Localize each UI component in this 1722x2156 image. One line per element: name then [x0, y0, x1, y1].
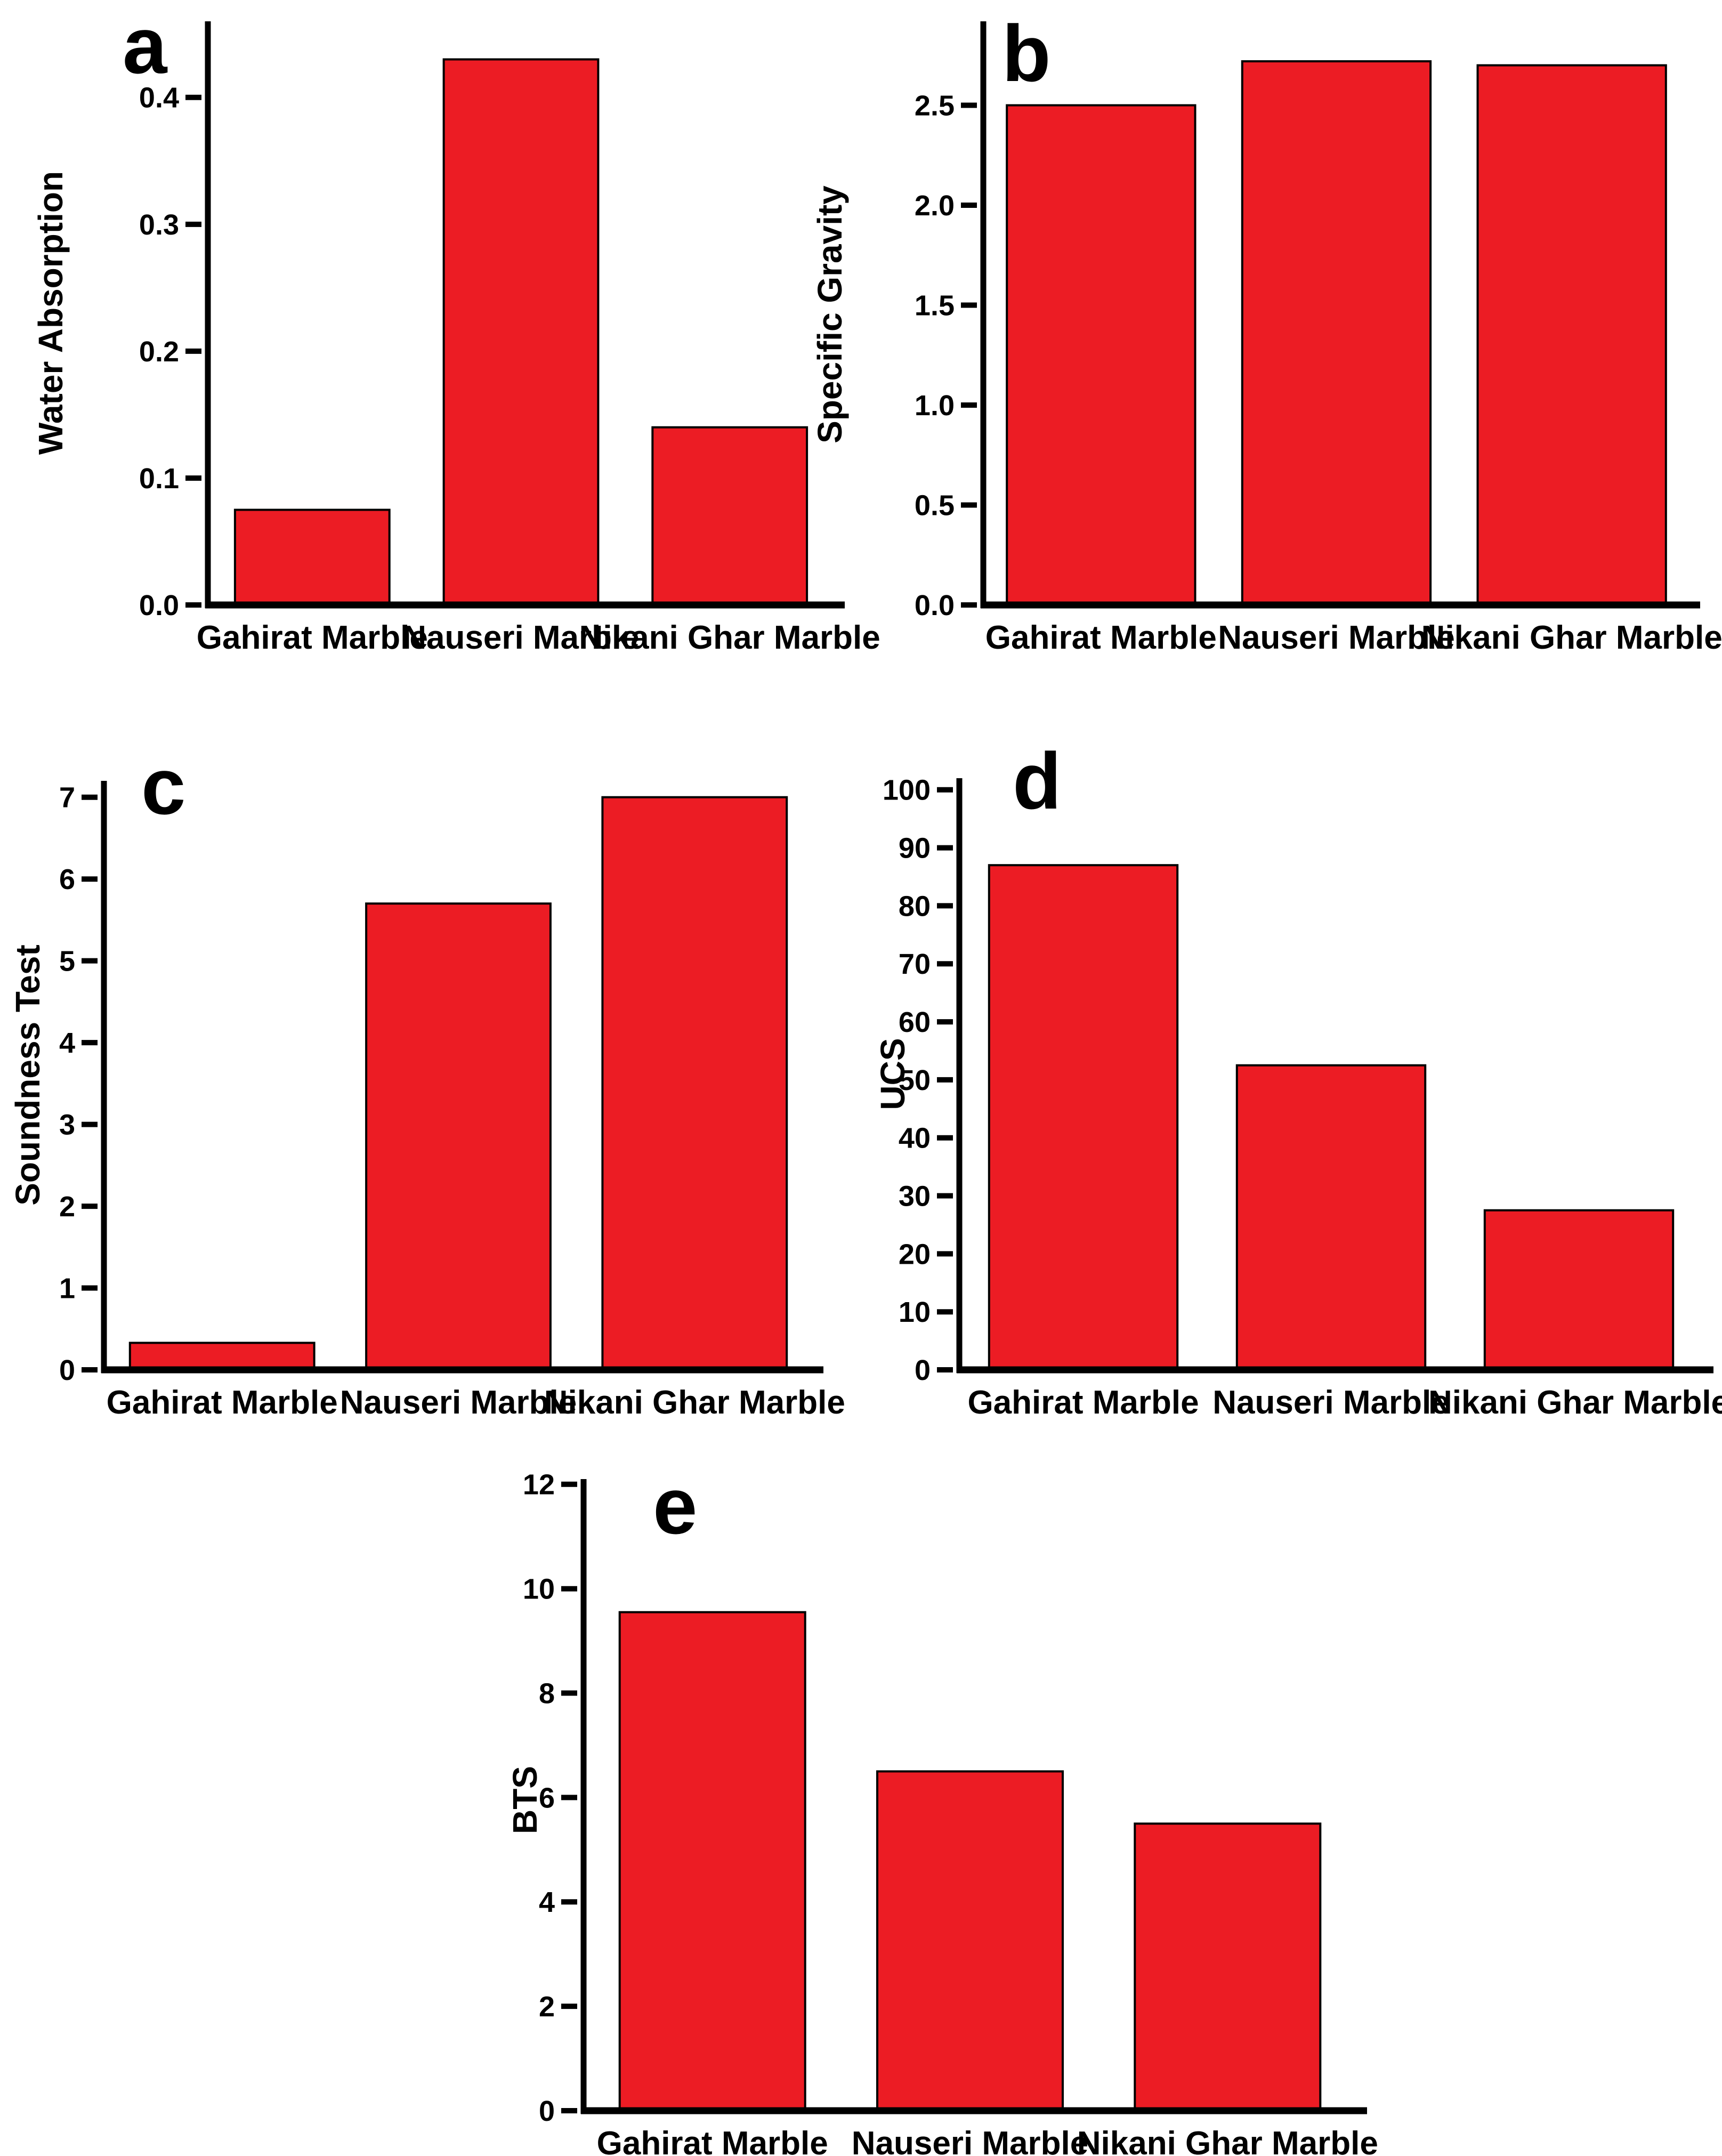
bar-nauseri-marble	[1235, 1064, 1427, 1371]
chart-panel-a: 0.0 0.1 0.2 0.3 0.4 Gahirat Marble Nauseri Mar…	[0, 0, 880, 720]
y-tick-label: 2	[539, 1991, 555, 2023]
y-tick-label: 0	[539, 2095, 555, 2127]
y-tick-label: 0.0	[915, 590, 955, 621]
category-label-gahirat-marble: Gahirat Marble	[967, 1384, 1199, 1421]
plot-e: 0 2 4 6 8 10 12 Gahirat Marble Nauseri MarbleNik…	[523, 1469, 1378, 2156]
panel-letter-e: e	[653, 1461, 697, 1551]
y-tick-label: 1	[59, 1272, 75, 1304]
y-tick-label: 90	[899, 833, 931, 865]
y-tick-label: 8	[539, 1677, 555, 1709]
bar-nikani-ghar-marble	[1476, 64, 1667, 606]
bar-nauseri-marble	[442, 58, 600, 606]
category-label-nikani-ghar-marble: Nikani Ghar Marble	[544, 1384, 845, 1421]
y-tick-label: 80	[899, 890, 931, 922]
y-tick-label: 3	[59, 1109, 75, 1141]
y-tick-label: 1.0	[915, 390, 955, 422]
plot-d: 0 10 20 30 40 50 60 70 80 90 100 Gahirat Marble Naus…	[883, 774, 1722, 1421]
y-tick-label: 10	[523, 1573, 555, 1605]
y-tick-label: 70	[899, 948, 931, 980]
bar-nauseri-marble	[876, 1770, 1064, 2112]
bar-gahirat-marble	[988, 864, 1179, 1371]
y-tick-label: 7	[59, 782, 75, 814]
chart-panel-c: 0 1 2 3 4 5 6 7 Gahirat Marble Nauseri Marble Nika…	[0, 720, 861, 1439]
panel-letter-c: c	[141, 741, 185, 831]
y-tick-label: 0.0	[139, 590, 179, 621]
y-axis-title-ucs: UCS	[874, 1038, 912, 1110]
chart-panel-b: 0.0 0.5 1.0 1.5 2.0 2.5 Gahirat Marble Nauseri …	[799, 0, 1722, 720]
bar-gahirat-marble	[618, 1611, 806, 2112]
y-tick-label: 0.2	[139, 336, 179, 368]
bar-gahirat-marble	[233, 508, 391, 606]
category-label-nauseri-marble: Nauseri Marble	[340, 1384, 577, 1421]
category-label-gahirat-marble: Gahirat Marble	[985, 619, 1217, 656]
category-label-nauseri-marble: Nauseri Marble	[852, 2125, 1089, 2156]
y-tick-label: 6	[539, 1782, 555, 1814]
category-label-nauseri-marble: Nauseri Marble	[1218, 619, 1455, 656]
category-label-gahirat-marble: Gahirat Marble	[197, 619, 428, 656]
y-tick-label: 60	[899, 1006, 931, 1038]
y-tick-label: 0	[59, 1354, 75, 1386]
bar-nikani-ghar-marble	[1483, 1209, 1675, 1371]
category-label-gahirat-marble: Gahirat Marble	[597, 2125, 828, 2156]
y-tick-label: 40	[899, 1123, 931, 1154]
y-tick-label: 4	[539, 1886, 555, 1918]
bar-nikani-ghar-marble	[651, 426, 809, 606]
y-tick-label: 1.5	[915, 289, 955, 321]
y-tick-label: 100	[883, 774, 931, 806]
y-tick-label: 50	[899, 1064, 931, 1096]
bar-nauseri-marble	[1241, 60, 1432, 606]
category-label-gahirat-marble: Gahirat Marble	[107, 1384, 338, 1421]
category-label-nikani-ghar-marble: Nikani Ghar Marble	[1428, 1384, 1722, 1421]
y-tick-label: 4	[59, 1027, 75, 1059]
category-label-nikani-ghar-marble: Nikani Ghar Marble	[1421, 619, 1722, 656]
plot-b: 0.0 0.5 1.0 1.5 2.0 2.5 Gahirat Marble Nauseri …	[915, 21, 1722, 656]
y-tick-label: 0.3	[139, 209, 179, 241]
plot-c: 0 1 2 3 4 5 6 7 Gahirat Marble Nauseri MarbleNika…	[59, 781, 845, 1421]
chart-panel-d: 0 10 20 30 40 50 60 70 80 90 100 Gahirat Marble Naus…	[861, 720, 1722, 1439]
category-label-nauseri-marble: Nauseri Marble	[402, 619, 640, 656]
bar-nikani-ghar-marble	[601, 796, 788, 1371]
panel-letter-a: a	[123, 1, 167, 90]
y-tick-label: 2.0	[915, 190, 955, 222]
panel-letter-b: b	[1002, 9, 1051, 98]
y-tick-label: 5	[59, 946, 75, 978]
y-tick-label: 6	[59, 863, 75, 895]
y-tick-label: 30	[899, 1180, 931, 1212]
category-label-nikani-ghar-marble: Nikani Ghar Marble	[1077, 2125, 1378, 2156]
y-axis-title-water-absorption: Water Absorption	[31, 171, 70, 455]
panel-letter-d: d	[1013, 736, 1062, 826]
y-tick-label: 0	[915, 1354, 931, 1386]
y-tick-label: 2.5	[915, 90, 955, 122]
y-axis-title-soundness-test: Soundness Test	[9, 944, 47, 1206]
bar-gahirat-marble	[128, 1342, 316, 1371]
y-tick-label: 12	[523, 1469, 555, 1501]
y-tick-label: 2	[59, 1191, 75, 1223]
y-tick-label: 0.5	[915, 489, 955, 521]
y-tick-label: 0.4	[139, 82, 179, 114]
category-label-nauseri-marble: Nauseri Marble	[1212, 1384, 1450, 1421]
chart-panel-e: 0 2 4 6 8 10 12 Gahirat Marble Nauseri Marble Nik…	[426, 1439, 1439, 2156]
y-tick-label: 0.1	[139, 463, 179, 495]
bar-nauseri-marble	[365, 902, 552, 1371]
category-label-nikani-ghar-marble: Nikani Ghar Marble	[579, 619, 880, 656]
y-tick-label: 10	[899, 1296, 931, 1328]
bar-gahirat-marble	[1006, 104, 1196, 606]
bar-nikani-ghar-marble	[1134, 1822, 1322, 2112]
y-axis-title-bts: BTS	[506, 1766, 544, 1834]
y-axis-title-specific-gravity: Specific Gravity	[811, 185, 849, 443]
y-tick-label: 20	[899, 1238, 931, 1270]
